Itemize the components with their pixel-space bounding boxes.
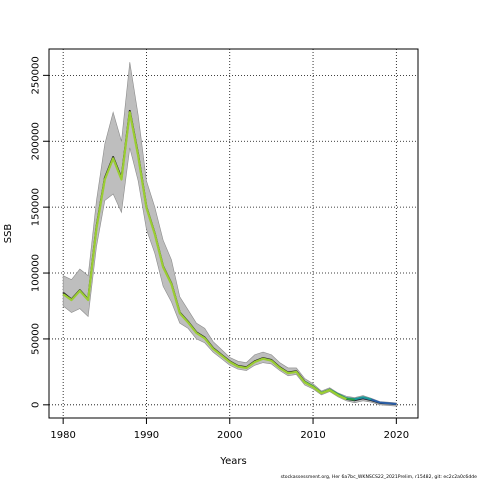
x-tick-label: 1980: [50, 430, 75, 441]
confidence-band: [62, 62, 397, 407]
y-tick-label: 100000: [31, 254, 42, 292]
x-axis-ticks: 1980 1990 2000 2010 2020: [50, 418, 409, 441]
x-tick-label: 2020: [384, 430, 409, 441]
x-tick-label: 2010: [300, 430, 325, 441]
y-tick-label: 200000: [31, 122, 42, 160]
x-tick-label: 2000: [217, 430, 242, 441]
series-line-5: [62, 111, 347, 401]
series-lines: [62, 109, 397, 406]
y-tick-label: 250000: [31, 56, 42, 94]
footer-text: stockassessment.org, Her 6a7bc_WKNSCS22_…: [281, 474, 478, 480]
y-tick-label: 150000: [31, 188, 42, 226]
y-tick-label: 50000: [31, 323, 42, 355]
plot-frame: [48, 48, 419, 419]
confidence-band-area: [62, 62, 397, 407]
y-axis-label: SSB: [3, 224, 14, 244]
x-axis-label: Years: [219, 456, 246, 467]
y-tick-label: 0: [31, 402, 42, 408]
x-tick-label: 1990: [134, 430, 159, 441]
y-axis-ticks: 0 50000 100000 150000 200000 250000: [31, 56, 49, 408]
